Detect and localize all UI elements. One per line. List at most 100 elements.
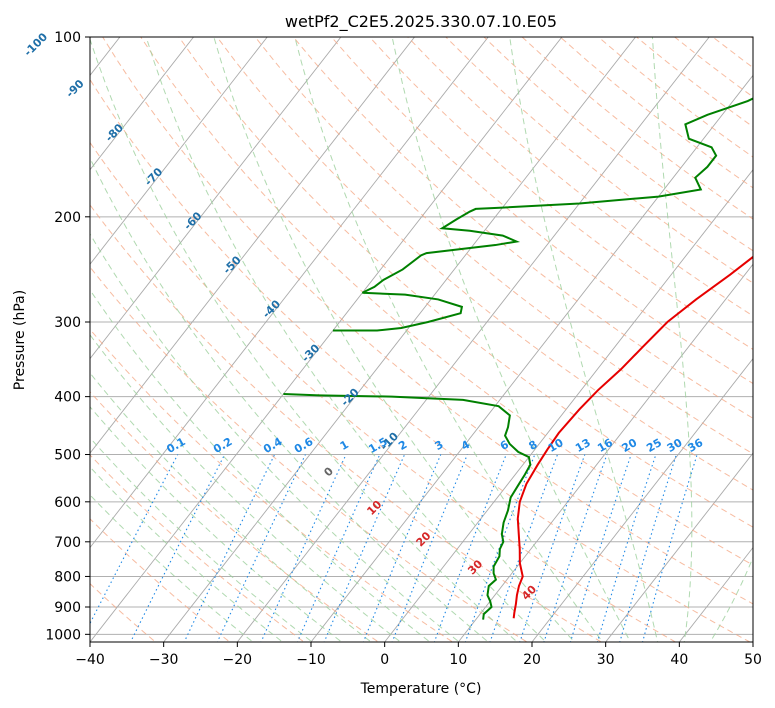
mixing-ratio-label: 6 bbox=[498, 438, 511, 453]
y-tick-label: 300 bbox=[54, 315, 81, 331]
dry-adiabat-line bbox=[483, 37, 753, 252]
mixing-ratio-line bbox=[489, 454, 559, 642]
y-tick-label: 200 bbox=[54, 210, 81, 226]
isotherm-line bbox=[90, 37, 563, 642]
isotherm-line bbox=[90, 37, 489, 549]
dry-adiabat-line bbox=[0, 10, 12, 647]
moist-adiabat-line bbox=[294, 37, 604, 642]
dry-adiabat-line bbox=[90, 328, 454, 642]
isotherm-line bbox=[90, 37, 342, 360]
moist-adiabat-label: 20 bbox=[414, 529, 434, 549]
mixing-ratio-label: 3 bbox=[432, 438, 445, 453]
y-tick-label: 700 bbox=[54, 535, 81, 551]
dry-adiabat-label: -30 bbox=[299, 341, 322, 364]
mixing-ratio-line bbox=[569, 454, 632, 642]
mixing-ratio-label: 20 bbox=[620, 436, 640, 455]
dry-adiabat-line bbox=[216, 37, 753, 491]
x-tick-label: −30 bbox=[149, 652, 179, 668]
mixing-ratio-line bbox=[543, 454, 608, 642]
y-tick-label: 800 bbox=[54, 569, 81, 585]
y-tick-label: 500 bbox=[54, 448, 81, 464]
y-tick-label: 1000 bbox=[45, 627, 81, 643]
dry-adiabat-line bbox=[90, 583, 157, 642]
temperature-profile-line bbox=[512, 255, 753, 619]
moist-adiabat-line bbox=[651, 37, 693, 642]
x-tick-label: −40 bbox=[75, 652, 105, 668]
moist-adiabat-line bbox=[90, 437, 313, 642]
y-tick-label: 400 bbox=[54, 390, 81, 406]
mixing-ratio-label: 10 bbox=[546, 436, 566, 455]
mixing-ratio-label: 0.1 bbox=[164, 435, 187, 456]
x-axis-title: Temperature (°C) bbox=[360, 681, 482, 697]
y-axis-title: Pressure (hPa) bbox=[12, 290, 28, 390]
mixing-ratio-label: 13 bbox=[573, 436, 593, 455]
dry-adiabat-line bbox=[445, 37, 753, 284]
moist-adiabat-line bbox=[509, 37, 659, 642]
x-tick-label: −10 bbox=[296, 652, 326, 668]
mixing-ratio-line bbox=[464, 454, 536, 642]
mixing-ratio-label: 36 bbox=[686, 436, 706, 455]
mixing-ratio-label: 1 bbox=[338, 438, 351, 453]
dry-adiabat-line bbox=[750, 37, 753, 40]
dewpoint-upper-profile-line bbox=[332, 97, 753, 332]
isotherm-line bbox=[752, 641, 753, 642]
moist-adiabat-line bbox=[90, 406, 343, 642]
dry-adiabat-label: -60 bbox=[181, 209, 204, 232]
x-tick-label: −20 bbox=[223, 652, 253, 668]
chart-title: wetPf2_C2E5.2025.330.07.10.E05 bbox=[285, 12, 557, 32]
isotherm-line bbox=[90, 37, 415, 454]
mixing-ratio-line bbox=[216, 454, 306, 642]
moist-adiabat-label: 30 bbox=[465, 557, 485, 577]
dry-adiabat-line bbox=[140, 37, 753, 566]
mixing-ratio-line bbox=[433, 454, 507, 642]
dry-adiabat-line bbox=[90, 454, 305, 642]
isotherm-line bbox=[531, 357, 753, 642]
dry-adiabat-label: -90 bbox=[63, 77, 86, 100]
isotherm-line bbox=[678, 546, 753, 642]
isotherm-line bbox=[384, 169, 753, 642]
isotherm-line bbox=[90, 37, 194, 171]
moist-adiabat-line bbox=[213, 37, 576, 642]
dewpoint-profile-line bbox=[283, 393, 532, 620]
dry-adiabat-label: -80 bbox=[103, 121, 126, 144]
moist-adiabat-line bbox=[145, 37, 547, 642]
mixing-ratio-line bbox=[129, 454, 226, 642]
dry-adiabat-label: -40 bbox=[260, 297, 283, 320]
mixing-ratio-line bbox=[90, 454, 179, 625]
y-tick-label: 600 bbox=[54, 495, 81, 511]
dry-adiabat-line bbox=[292, 37, 753, 419]
isotherm-line bbox=[236, 37, 710, 642]
dry-adiabat-line bbox=[407, 37, 753, 317]
x-tick-label: 40 bbox=[670, 652, 688, 668]
moist-adiabat-line bbox=[90, 157, 490, 642]
mixing-ratio-label: 25 bbox=[644, 436, 664, 455]
moist-adiabat-line bbox=[90, 372, 373, 642]
x-tick-label: 20 bbox=[523, 652, 541, 668]
dry-adiabat-line bbox=[90, 141, 677, 642]
isotherm-line bbox=[163, 37, 636, 642]
isotherm-line bbox=[90, 37, 268, 265]
mixing-ratio-label: 16 bbox=[595, 436, 615, 455]
y-tick-label: 100 bbox=[54, 30, 81, 46]
plot-frame bbox=[89, 36, 754, 643]
x-tick-label: 10 bbox=[449, 652, 467, 668]
isotherm-line bbox=[457, 263, 753, 642]
background-lines bbox=[0, 10, 753, 647]
moist-adiabat-line bbox=[90, 289, 431, 642]
dry-adiabat-line bbox=[368, 37, 753, 350]
dry-adiabat-label: -100 bbox=[21, 30, 50, 59]
dry-adiabat-label: -70 bbox=[142, 165, 165, 188]
moist-adiabat-label: 10 bbox=[364, 498, 384, 518]
mixing-ratio-line bbox=[519, 454, 586, 642]
dry-adiabat-line bbox=[90, 204, 603, 642]
dry-adiabat-line bbox=[90, 78, 751, 642]
mixing-ratio-label: 0.2 bbox=[211, 435, 234, 456]
mixing-ratio-line bbox=[596, 454, 657, 642]
series-layer bbox=[283, 97, 753, 620]
dry-adiabat-line bbox=[90, 391, 380, 642]
mixing-ratio-label: 0.4 bbox=[261, 435, 285, 456]
moist-adiabat-line bbox=[90, 494, 254, 642]
mixing-ratio-line bbox=[619, 454, 677, 642]
dry-adiabat-line bbox=[330, 37, 753, 385]
moist-adiabat-line bbox=[90, 232, 460, 642]
